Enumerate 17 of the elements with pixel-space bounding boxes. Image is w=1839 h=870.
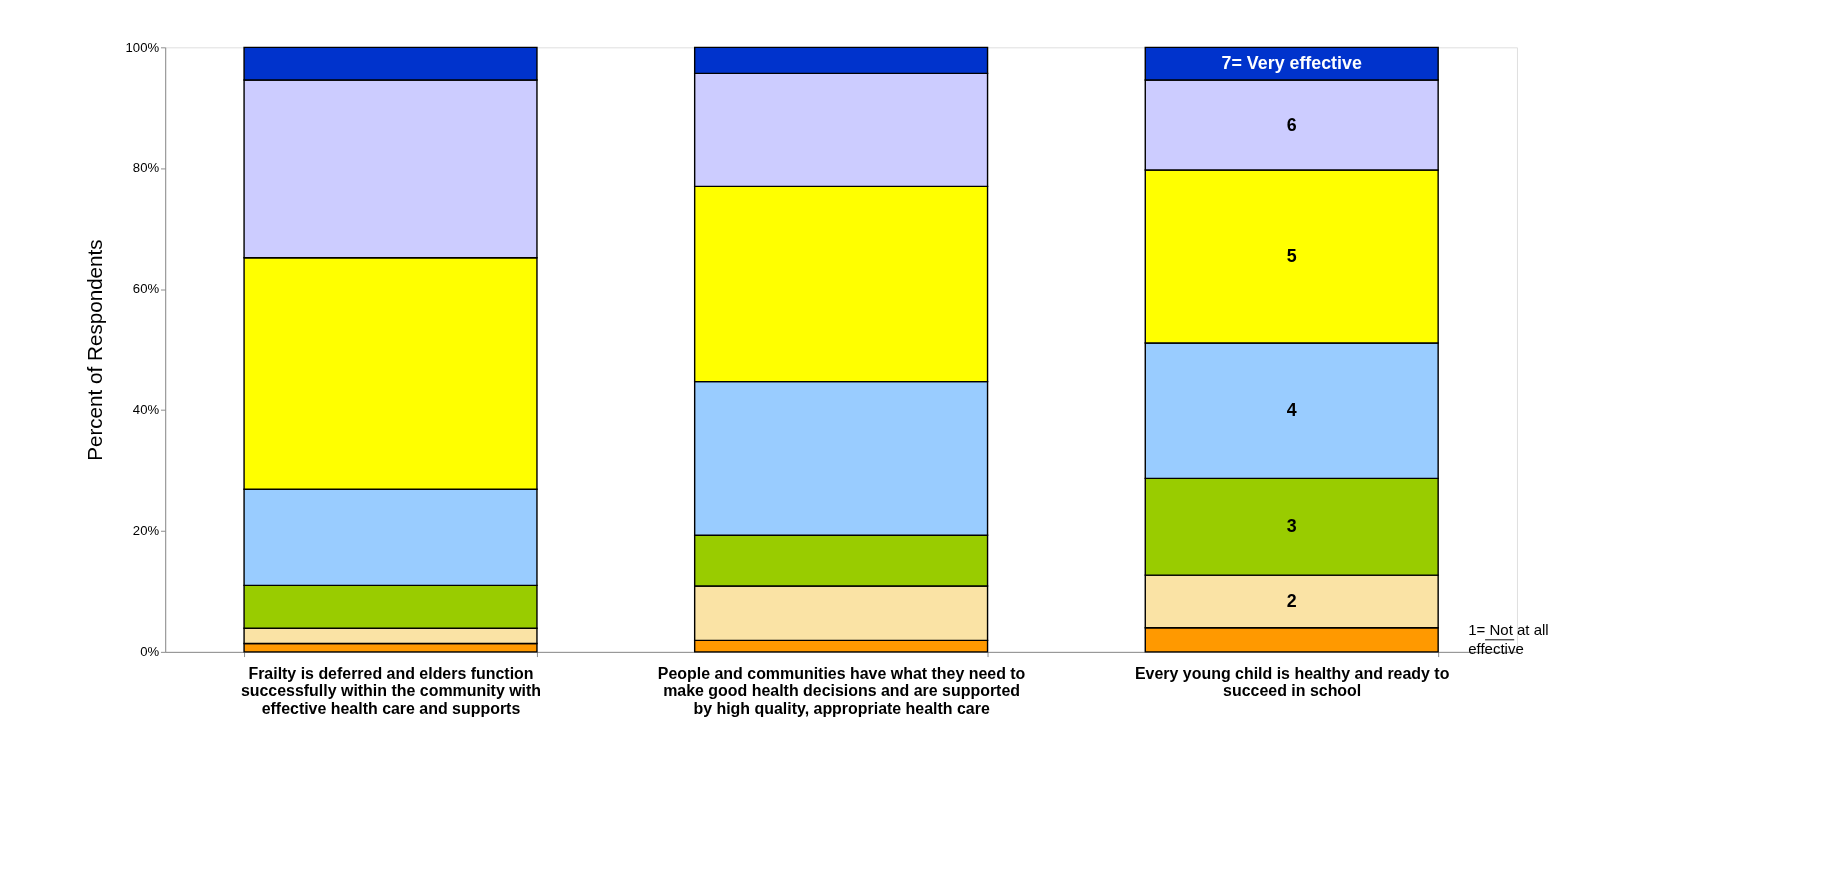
y-tick-label: 100% [125,39,160,55]
y-tick-label: 40% [132,402,160,418]
y-tick-label: 20% [132,523,160,539]
series-label: 6 [1286,114,1297,135]
series-label: 5 [1286,246,1297,267]
series-label: 3 [1286,516,1297,537]
series-label: 1= Not at all effective [1468,621,1549,657]
y-axis-title: Percent of Respondents [83,239,107,461]
y-tick-label: 80% [132,160,160,176]
series-label: 4 [1286,400,1297,421]
y-tick-label: 0% [140,644,160,660]
series-label: 2 [1286,591,1297,612]
y-tick-label: 60% [132,281,160,297]
x-tick-label: People and communities have what they need to make good health decisions and are supported by high quality, appropriate health care [657,664,1026,718]
series-label: 7= Very effective [1221,53,1362,74]
x-tick-label: Frailty is deferred and elders function successfully within the community with effective health care and supports [240,664,542,718]
x-tick-label: Every young child is healthy and ready to succeed in school [1134,664,1450,700]
